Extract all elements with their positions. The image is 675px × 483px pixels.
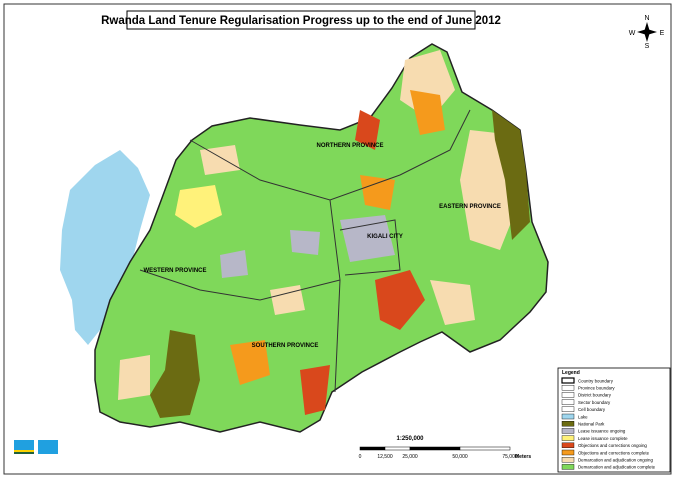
legend-swatch xyxy=(561,392,575,398)
scale-label: 12,500 xyxy=(377,454,393,460)
compass: N S E W xyxy=(629,15,665,50)
patch xyxy=(410,90,445,135)
compass-label: N xyxy=(644,15,649,22)
province-label: KIGALI CITY xyxy=(367,234,403,240)
scale-label: 75,000 xyxy=(502,454,518,460)
province-label: NORTHERN PROVINCE xyxy=(316,143,383,149)
boundary xyxy=(139,269,341,301)
patch xyxy=(220,250,248,278)
scale-segment xyxy=(409,446,461,451)
legend-label: District boundary xyxy=(578,393,612,398)
legend-swatch xyxy=(561,449,575,456)
legend-label: Lake xyxy=(578,414,588,419)
patch xyxy=(430,280,475,325)
legend-label: Objections and corrections ongoing xyxy=(578,443,647,448)
title-box xyxy=(126,10,476,30)
legend-swatch xyxy=(561,464,575,470)
legend-swatch xyxy=(561,413,575,420)
scale-label: 50,000 xyxy=(452,454,468,460)
province-label: WESTERN PROVINCE xyxy=(143,268,206,274)
compass-label: S xyxy=(645,43,650,50)
logo xyxy=(14,440,58,454)
scale-segment xyxy=(459,446,511,451)
legend-box xyxy=(557,367,671,473)
scale-ratio: 1:250,000 xyxy=(396,436,424,442)
flag xyxy=(14,450,34,452)
legend-title: Legend xyxy=(562,370,580,376)
flag xyxy=(38,440,58,454)
legend-label: Lease issuance ongoing xyxy=(578,429,626,434)
patch xyxy=(340,215,395,262)
patch xyxy=(270,285,305,315)
patch xyxy=(200,145,240,175)
legend-label: Sector boundary xyxy=(578,400,611,405)
legend-label: National Park xyxy=(578,422,605,427)
status-patches xyxy=(118,50,530,418)
legend-label: Demarcation and adjudication ongoing xyxy=(578,458,653,463)
patch xyxy=(175,185,222,228)
patch xyxy=(355,110,380,150)
lake xyxy=(60,150,150,345)
compass-label: E xyxy=(660,30,665,37)
legend-label: Objections and corrections complete xyxy=(578,450,650,455)
patch xyxy=(300,365,330,415)
legend-swatch xyxy=(561,457,575,463)
legend-swatch xyxy=(561,377,575,384)
legend-swatch xyxy=(561,399,575,405)
legend-swatch xyxy=(561,435,575,441)
patch xyxy=(375,270,425,330)
country xyxy=(94,43,549,433)
scale-segment xyxy=(359,446,386,451)
flag xyxy=(14,452,34,454)
scale-unit: Meters xyxy=(515,454,531,460)
park xyxy=(492,110,530,240)
legend-label: Province boundary xyxy=(578,386,615,391)
compass-label: W xyxy=(629,30,636,37)
map-title: Rwanda Land Tenure Regularisation Progre… xyxy=(101,15,501,27)
patch xyxy=(118,355,150,400)
legend-label: Demarcation and adjudication complete xyxy=(578,465,656,470)
legend-swatch xyxy=(561,385,575,391)
legend-label: Country boundary xyxy=(578,378,614,383)
province-boundaries xyxy=(139,109,471,393)
scale-segment xyxy=(384,446,411,451)
compass-needle xyxy=(637,29,657,35)
patch xyxy=(290,230,320,255)
province-label: EASTERN PROVINCE xyxy=(439,204,501,210)
patch xyxy=(230,340,270,385)
legend-swatch xyxy=(561,442,575,448)
boundary xyxy=(189,109,471,201)
patch xyxy=(360,175,395,210)
park xyxy=(150,330,200,418)
legend: Country boundary Province boundary Distric… xyxy=(561,377,656,470)
scale-label: 0 xyxy=(359,454,362,460)
province-label: SOUTHERN PROVINCE xyxy=(252,343,319,349)
legend-swatch xyxy=(561,406,575,412)
boundary xyxy=(339,219,401,276)
legend-swatch xyxy=(561,421,575,427)
legend-label: Lease issuance complete xyxy=(578,436,628,441)
scale-label: 25,000 xyxy=(402,454,418,460)
legend-label: Cell boundary xyxy=(578,407,606,412)
legend-swatch xyxy=(561,428,575,434)
